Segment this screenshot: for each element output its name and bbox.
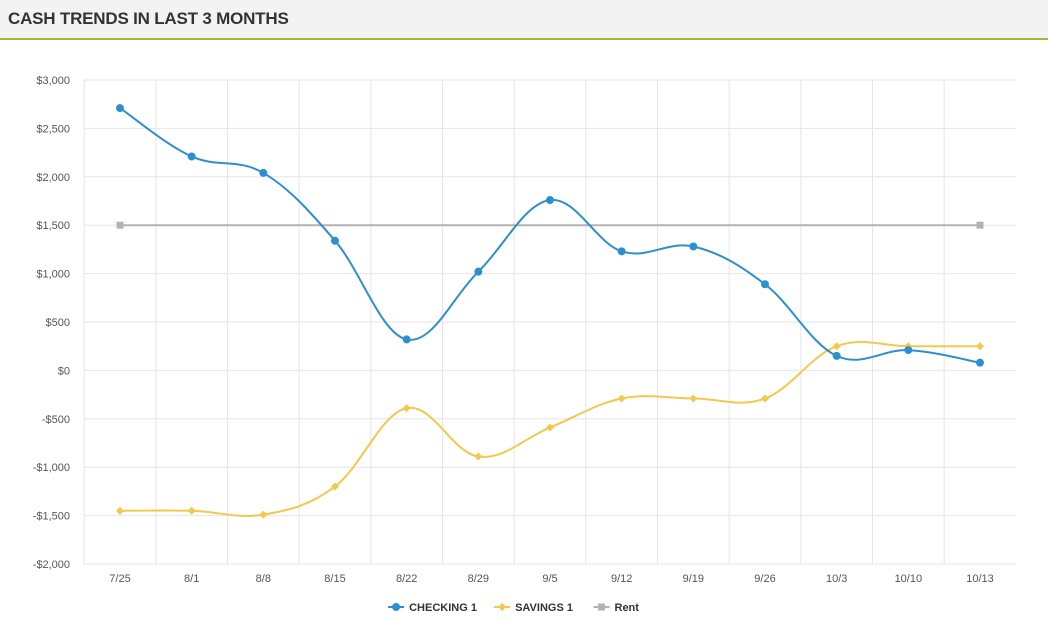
series-line (119, 107, 981, 364)
x-tick-label: 9/26 (754, 573, 775, 585)
series-layer (116, 104, 984, 519)
data-point[interactable] (402, 335, 411, 344)
legend-marker[interactable] (392, 603, 401, 611)
data-point[interactable] (116, 506, 124, 515)
data-point[interactable] (546, 423, 554, 432)
x-tick-label: 10/10 (895, 573, 923, 585)
data-point[interactable] (474, 267, 483, 276)
data-point[interactable] (761, 394, 769, 403)
data-point[interactable] (402, 404, 411, 413)
data-point[interactable] (331, 236, 339, 245)
legend-label: SAVINGS 1 (515, 602, 573, 614)
legend-label: Rent (615, 602, 640, 614)
y-tick-label: -$1,500 (33, 511, 70, 523)
legend-item[interactable]: SAVINGS 1 (494, 602, 573, 614)
data-point[interactable] (689, 394, 698, 403)
data-point[interactable] (546, 196, 554, 205)
series-rent (116, 221, 984, 229)
grid-layer (83, 79, 1016, 565)
x-tick-label: 10/13 (966, 573, 994, 585)
axis-layer: $3,000 $2,500 $2,000 $1,500 $1,000 $500 $0 -$50… (33, 75, 994, 585)
x-tick-label: 9/12 (611, 573, 632, 585)
data-point[interactable] (617, 247, 626, 256)
x-tick-label: 7/25 (109, 573, 130, 585)
page-title: CASH TRENDS IN LAST 3 MONTHS (8, 9, 289, 28)
x-tick-label: 8/1 (184, 573, 199, 585)
data-point[interactable] (116, 104, 124, 113)
y-tick-label: -$1,000 (33, 462, 70, 474)
y-tick-label: -$2,000 (33, 559, 70, 571)
data-point[interactable] (259, 168, 268, 177)
legend-marker[interactable] (498, 603, 507, 611)
y-tick-label: $1,000 (36, 269, 70, 281)
data-point[interactable] (331, 482, 339, 491)
chart-header: CASH TRENDS IN LAST 3 MONTHS (0, 0, 1048, 40)
data-point[interactable] (116, 221, 124, 229)
y-tick-label: $500 (46, 317, 70, 329)
legend-item[interactable]: Rent (593, 602, 640, 614)
data-point[interactable] (187, 152, 196, 161)
x-tick-label: 10/3 (826, 573, 847, 585)
y-tick-label: $0 (58, 365, 70, 377)
x-tick-label: 9/5 (542, 573, 557, 585)
data-point[interactable] (976, 358, 984, 367)
series-savings-1 (116, 341, 984, 519)
x-tick-label: 8/15 (324, 573, 345, 585)
legend-marker[interactable] (598, 603, 605, 611)
x-tick-label: 8/29 (468, 573, 489, 585)
data-point[interactable] (259, 510, 268, 519)
data-point[interactable] (832, 342, 841, 351)
x-tick-label: 8/8 (256, 573, 271, 585)
data-point[interactable] (976, 221, 984, 229)
y-tick-label: $2,500 (36, 123, 70, 135)
legend-label: CHECKING 1 (409, 602, 477, 614)
cash-trends-chart: $3,000 $2,500 $2,000 $1,500 $1,000 $500 $0 -$50… (33, 75, 1016, 614)
y-tick-label: -$500 (42, 414, 70, 426)
legend[interactable]: CHECKING 1 SAVINGS 1 Rent (388, 602, 639, 614)
y-tick-label: $3,000 (36, 75, 70, 87)
data-point[interactable] (474, 452, 483, 461)
data-point[interactable] (187, 506, 196, 515)
data-point[interactable] (617, 394, 626, 403)
data-point[interactable] (832, 351, 841, 360)
legend-item[interactable]: CHECKING 1 (388, 602, 477, 614)
y-tick-label: $1,500 (36, 220, 70, 232)
data-point[interactable] (689, 242, 698, 251)
series-checking-1 (116, 104, 984, 367)
y-tick-label: $2,000 (36, 172, 70, 184)
data-point[interactable] (904, 346, 913, 355)
x-tick-label: 9/19 (683, 573, 704, 585)
data-point[interactable] (976, 342, 984, 351)
data-point[interactable] (761, 280, 769, 289)
x-tick-label: 8/22 (396, 573, 417, 585)
